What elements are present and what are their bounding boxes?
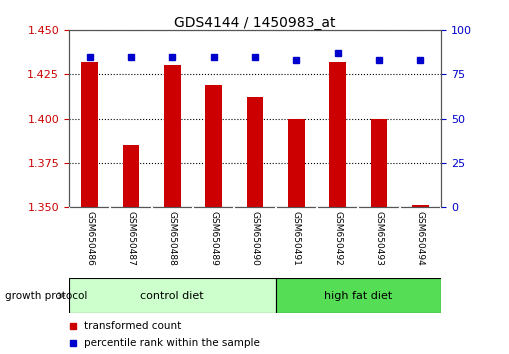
Text: transformed count: transformed count xyxy=(83,321,181,331)
Bar xyxy=(69,278,275,313)
Text: control diet: control diet xyxy=(140,291,204,301)
Bar xyxy=(288,119,304,207)
Bar xyxy=(329,62,345,207)
Text: GSM650490: GSM650490 xyxy=(250,211,259,266)
Text: GSM650487: GSM650487 xyxy=(126,211,135,266)
Text: percentile rank within the sample: percentile rank within the sample xyxy=(83,338,259,348)
Text: GDS4144 / 1450983_at: GDS4144 / 1450983_at xyxy=(174,16,335,30)
Text: high fat diet: high fat diet xyxy=(324,291,392,301)
Text: GSM650486: GSM650486 xyxy=(85,211,94,266)
Text: growth protocol: growth protocol xyxy=(5,291,88,301)
Text: GSM650489: GSM650489 xyxy=(209,211,218,266)
Text: GSM650488: GSM650488 xyxy=(167,211,177,266)
Bar xyxy=(275,278,440,313)
Text: GSM650493: GSM650493 xyxy=(374,211,383,266)
Text: GSM650492: GSM650492 xyxy=(332,211,342,266)
Bar xyxy=(411,205,428,207)
Bar xyxy=(122,145,139,207)
Bar xyxy=(246,97,263,207)
Bar xyxy=(81,62,98,207)
Bar xyxy=(164,65,180,207)
Text: GSM650491: GSM650491 xyxy=(291,211,300,266)
Text: GSM650494: GSM650494 xyxy=(415,211,424,266)
Bar xyxy=(370,119,387,207)
Bar xyxy=(205,85,221,207)
